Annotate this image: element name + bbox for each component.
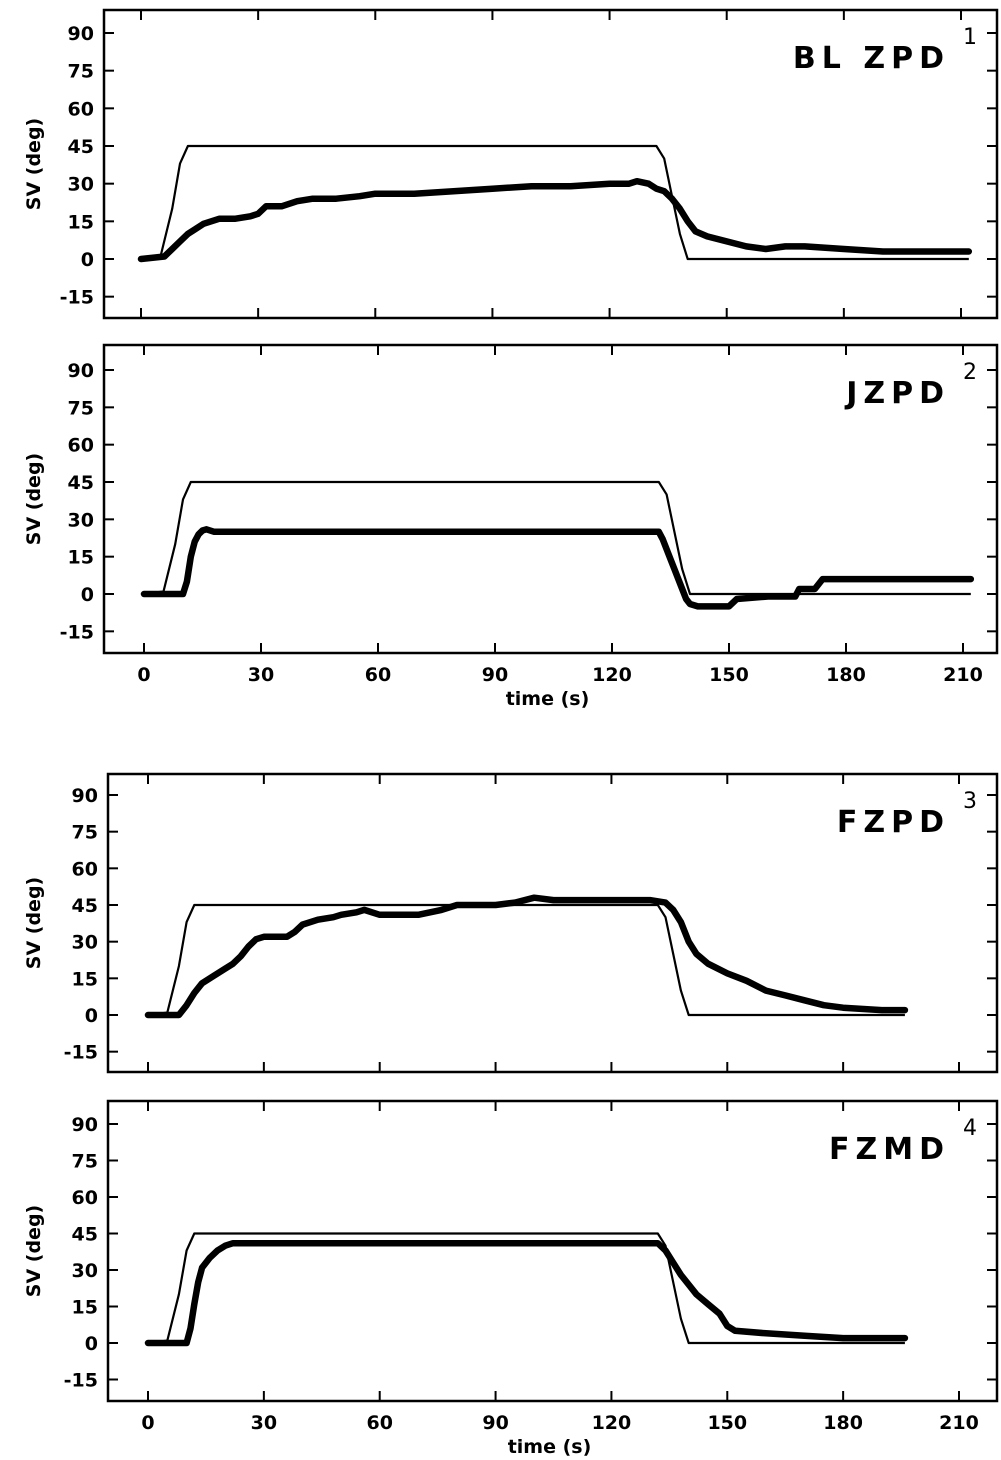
series-line-stimulus <box>143 480 971 596</box>
y-tick-label: 90 <box>68 360 94 382</box>
y-tick-label: 15 <box>72 968 98 990</box>
y-tick-label: 30 <box>72 1260 98 1282</box>
panel-number: 1 <box>963 25 977 50</box>
x-tick-label: 0 <box>137 664 150 686</box>
y-tick-label: 60 <box>72 858 98 880</box>
panel-title: BL ZPD <box>793 41 950 76</box>
x-tick-label: 120 <box>592 664 632 686</box>
y-tick-label: 0 <box>81 249 94 271</box>
series-line-stimulus <box>147 1232 905 1345</box>
plot-frame <box>102 8 999 320</box>
y-tick-label: 90 <box>68 23 94 45</box>
x-axis-title: time (s) <box>508 1436 592 1458</box>
y-tick-label: -15 <box>64 1042 98 1064</box>
y-tick-label: 15 <box>68 211 94 233</box>
y-tick-label: 60 <box>68 435 94 457</box>
panel-number: 3 <box>963 789 977 814</box>
panel-1: 90 75 60 45 30 15 0 -15 SV (deg) BL ZPD 1 <box>23 8 999 320</box>
y-tick-label: 30 <box>68 174 94 196</box>
x-tick-label: 30 <box>251 1412 277 1434</box>
x-tick-label: 150 <box>707 1412 747 1434</box>
x-tick-label: 90 <box>482 1412 508 1434</box>
x-tick-label: 30 <box>248 664 274 686</box>
y-tick-label: 90 <box>72 785 98 807</box>
y-tick-label: -15 <box>60 621 94 643</box>
y-tick-label: 0 <box>85 1005 98 1027</box>
y-tick-label: 0 <box>81 584 94 606</box>
series-line-stimulus <box>140 144 969 261</box>
x-tick-label: 180 <box>826 664 866 686</box>
series-line-response <box>137 177 973 263</box>
y-tick-label: 60 <box>68 98 94 120</box>
y-tick-label: 45 <box>68 472 94 494</box>
x-tick-label: 90 <box>482 664 508 686</box>
y-tick-label: 75 <box>68 61 94 83</box>
panel-title: FZPD <box>837 805 950 840</box>
y-tick-label: -15 <box>64 1370 98 1392</box>
y-tick-label: 45 <box>72 895 98 917</box>
y-tick-label: 45 <box>68 136 94 158</box>
series-line-response <box>144 1239 909 1347</box>
x-tick-label: 0 <box>141 1412 154 1434</box>
panel-3: 90 75 60 45 30 15 0 -15 SV (deg) FZPD 3 <box>23 772 999 1074</box>
x-tick-label: 150 <box>709 664 749 686</box>
x-axis-title: time (s) <box>506 688 590 710</box>
series-line-stimulus <box>147 903 905 1017</box>
series-line-response <box>144 894 909 1019</box>
panel-title: JZPD <box>844 376 950 411</box>
y-tick-label: -15 <box>60 287 94 309</box>
x-tick-label: 210 <box>939 1412 979 1434</box>
y-tick-label: 75 <box>72 822 98 844</box>
x-tick-label: 60 <box>365 664 391 686</box>
y-tick-label: 15 <box>68 547 94 569</box>
y-tick-label: 45 <box>72 1224 98 1246</box>
y-axis-title: SV (deg) <box>23 877 45 969</box>
plot-frame <box>102 343 999 655</box>
x-tick-label: 60 <box>366 1412 392 1434</box>
y-tick-label: 30 <box>72 932 98 954</box>
y-tick-label: 0 <box>85 1333 98 1355</box>
plot-frame <box>106 772 999 1074</box>
y-axis-title: SV (deg) <box>23 118 45 210</box>
y-tick-label: 30 <box>68 509 94 531</box>
y-axis-title: SV (deg) <box>23 1205 45 1297</box>
y-tick-label: 75 <box>72 1151 98 1173</box>
y-tick-label: 15 <box>72 1297 98 1319</box>
series-line-response <box>140 526 975 610</box>
panel-number: 4 <box>963 1116 977 1141</box>
x-tick-label: 210 <box>943 664 983 686</box>
y-tick-label: 90 <box>72 1114 98 1136</box>
y-axis-title: SV (deg) <box>23 453 45 545</box>
y-tick-label: 75 <box>68 397 94 419</box>
x-tick-label: 180 <box>823 1412 863 1434</box>
panel-title: FZMD <box>829 1132 950 1167</box>
y-tick-label: 60 <box>72 1187 98 1209</box>
x-tick-label: 120 <box>592 1412 632 1434</box>
panel-number: 2 <box>963 360 977 385</box>
plot-frame <box>106 1099 999 1403</box>
